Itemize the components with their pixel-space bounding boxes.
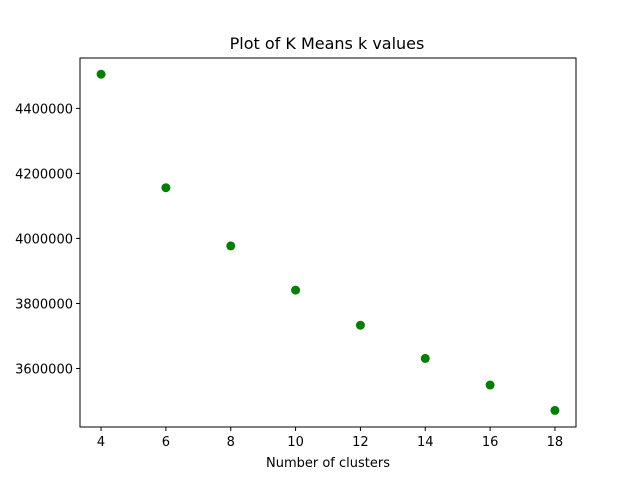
y-axis: 3600000 3800000 4000000 4200000 4400000 [15,102,80,377]
y-tick-label: 4200000 [15,167,73,182]
x-axis: 4 6 8 10 12 14 16 18 [97,427,563,450]
x-tick-label: 12 [352,435,369,450]
x-tick-label: 4 [97,435,105,450]
data-point [226,241,236,251]
x-axis-label: Number of clusters [266,456,390,471]
x-tick-label: 10 [287,435,304,450]
y-tick-label: 4000000 [15,232,73,247]
x-tick-label: 8 [227,435,235,450]
data-point [550,405,560,415]
data-point [96,69,106,79]
x-tick-label: 18 [547,435,564,450]
y-tick-label: 3600000 [15,362,73,377]
x-tick-label: 16 [482,435,499,450]
scatter-series [96,69,560,415]
data-point [485,380,495,390]
plot-area [79,57,577,428]
y-tick-label: 4400000 [15,102,73,117]
y-tick-label: 3800000 [15,297,73,312]
data-point [161,183,171,193]
x-tick-label: 14 [417,435,434,450]
data-point [420,353,430,363]
data-point [291,285,301,295]
x-tick-label: 6 [162,435,170,450]
chart-title: Plot of K Means k values [230,34,425,53]
data-point [355,320,365,330]
